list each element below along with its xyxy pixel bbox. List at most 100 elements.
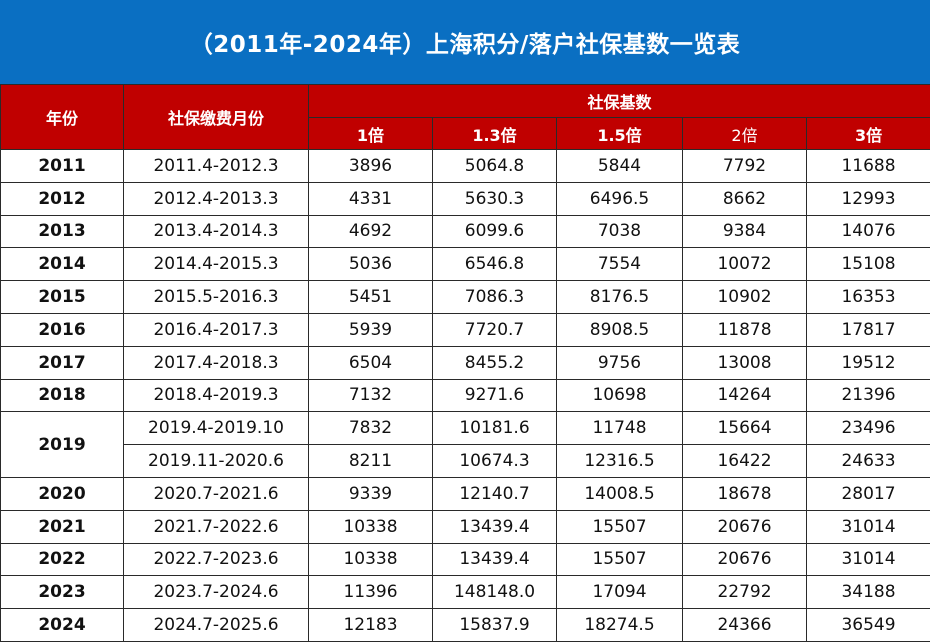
base-value-cell: 5036 <box>309 248 433 281</box>
base-value-cell: 36549 <box>807 609 930 642</box>
base-value-cell: 12183 <box>309 609 433 642</box>
base-value-cell: 9756 <box>557 346 683 379</box>
base-value-cell: 15108 <box>807 248 930 281</box>
base-value-cell: 6546.8 <box>433 248 557 281</box>
base-value-cell: 15507 <box>557 510 683 543</box>
period-cell: 2015.5-2016.3 <box>124 281 309 314</box>
period-cell: 2012.4-2013.3 <box>124 182 309 215</box>
base-value-cell: 10338 <box>309 543 433 576</box>
base-value-cell: 15664 <box>683 412 807 445</box>
base-value-cell: 3896 <box>309 150 433 183</box>
period-cell: 2020.7-2021.6 <box>124 477 309 510</box>
base-value-cell: 7554 <box>557 248 683 281</box>
base-value-cell: 10338 <box>309 510 433 543</box>
base-value-cell: 11878 <box>683 313 807 346</box>
base-value-cell: 4331 <box>309 182 433 215</box>
base-value-cell: 7132 <box>309 379 433 412</box>
base-value-cell: 17094 <box>557 576 683 609</box>
base-value-cell: 20676 <box>683 510 807 543</box>
title-banner: （2011年-2024年）上海积分/落户社保基数一览表 <box>0 0 930 84</box>
header-year: 年份 <box>1 85 124 150</box>
base-value-cell: 8176.5 <box>557 281 683 314</box>
base-value-cell: 5451 <box>309 281 433 314</box>
base-value-cell: 12140.7 <box>433 477 557 510</box>
base-value-cell: 7832 <box>309 412 433 445</box>
base-value-cell: 9339 <box>309 477 433 510</box>
year-cell: 2015 <box>1 281 124 314</box>
base-value-cell: 20676 <box>683 543 807 576</box>
year-cell: 2013 <box>1 215 124 248</box>
base-value-cell: 28017 <box>807 477 930 510</box>
base-value-cell: 7792 <box>683 150 807 183</box>
base-value-cell: 8662 <box>683 182 807 215</box>
base-value-cell: 16353 <box>807 281 930 314</box>
base-value-cell: 12316.5 <box>557 445 683 478</box>
base-value-cell: 19512 <box>807 346 930 379</box>
header-multiplier-3x: 3倍 <box>807 118 930 150</box>
base-value-cell: 16422 <box>683 445 807 478</box>
base-value-cell: 21396 <box>807 379 930 412</box>
period-cell: 2018.4-2019.3 <box>124 379 309 412</box>
base-value-cell: 8455.2 <box>433 346 557 379</box>
year-cell: 2017 <box>1 346 124 379</box>
base-value-cell: 7720.7 <box>433 313 557 346</box>
base-value-cell: 14076 <box>807 215 930 248</box>
year-cell: 2012 <box>1 182 124 215</box>
base-value-cell: 10181.6 <box>433 412 557 445</box>
base-value-cell: 15837.9 <box>433 609 557 642</box>
header-multiplier-1-5x: 1.5倍 <box>557 118 683 150</box>
base-value-cell: 13439.4 <box>433 543 557 576</box>
year-cell: 2020 <box>1 477 124 510</box>
base-value-cell: 6099.6 <box>433 215 557 248</box>
page-title: （2011年-2024年）上海积分/落户社保基数一览表 <box>190 25 740 59</box>
base-value-cell: 18274.5 <box>557 609 683 642</box>
base-value-cell: 5630.3 <box>433 182 557 215</box>
base-value-cell: 18678 <box>683 477 807 510</box>
base-value-cell: 10674.3 <box>433 445 557 478</box>
base-value-cell: 31014 <box>807 543 930 576</box>
base-value-cell: 23496 <box>807 412 930 445</box>
year-cell: 2022 <box>1 543 124 576</box>
base-value-cell: 6496.5 <box>557 182 683 215</box>
period-cell: 2013.4-2014.3 <box>124 215 309 248</box>
base-value-cell: 148148.0 <box>433 576 557 609</box>
base-value-cell: 11748 <box>557 412 683 445</box>
year-cell: 2018 <box>1 379 124 412</box>
year-cell: 2023 <box>1 576 124 609</box>
base-value-cell: 5844 <box>557 150 683 183</box>
base-value-cell: 8908.5 <box>557 313 683 346</box>
base-value-cell: 10902 <box>683 281 807 314</box>
period-cell: 2017.4-2018.3 <box>124 346 309 379</box>
header-multiplier-1x: 1倍 <box>309 118 433 150</box>
base-value-cell: 12993 <box>807 182 930 215</box>
base-value-cell: 15507 <box>557 543 683 576</box>
year-cell: 2019 <box>1 412 124 478</box>
year-cell: 2016 <box>1 313 124 346</box>
period-cell: 2022.7-2023.6 <box>124 543 309 576</box>
base-value-cell: 31014 <box>807 510 930 543</box>
base-value-cell: 9384 <box>683 215 807 248</box>
period-cell: 2021.7-2022.6 <box>124 510 309 543</box>
period-cell: 2019.4-2019.10 <box>124 412 309 445</box>
period-cell: 2014.4-2015.3 <box>124 248 309 281</box>
base-value-cell: 13439.4 <box>433 510 557 543</box>
base-value-cell: 7086.3 <box>433 281 557 314</box>
base-value-cell: 24633 <box>807 445 930 478</box>
base-value-cell: 14264 <box>683 379 807 412</box>
base-value-cell: 11396 <box>309 576 433 609</box>
base-value-cell: 6504 <box>309 346 433 379</box>
base-value-cell: 24366 <box>683 609 807 642</box>
year-cell: 2024 <box>1 609 124 642</box>
